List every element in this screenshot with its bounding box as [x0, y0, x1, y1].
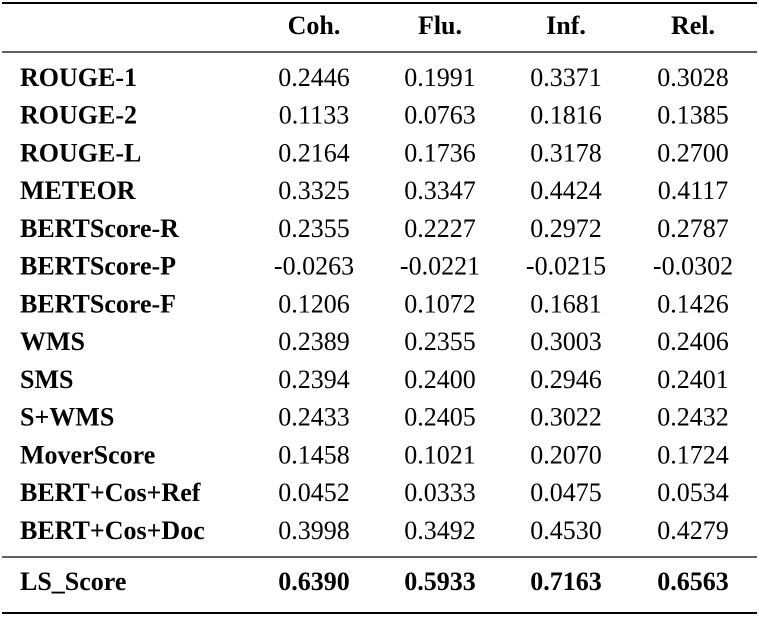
cell: 0.3028 — [657, 63, 729, 92]
row-label: ROUGE-L — [20, 138, 141, 167]
cell: 0.3371 — [530, 63, 602, 92]
cell: 0.2400 — [404, 365, 476, 394]
cell: 0.6563 — [657, 567, 729, 596]
cell: 0.2227 — [404, 214, 476, 243]
cell: 0.1133 — [279, 101, 350, 130]
cell: 0.2787 — [657, 214, 729, 243]
cell: 0.7163 — [530, 567, 602, 596]
cell: 0.2164 — [278, 138, 350, 167]
cell: 0.4117 — [658, 176, 729, 205]
cell: 0.3178 — [530, 138, 602, 167]
cell: 0.4279 — [657, 516, 729, 545]
cell: 0.2401 — [657, 365, 729, 394]
cell: 0.1681 — [530, 289, 602, 318]
row-label: S+WMS — [20, 403, 114, 432]
cell: 0.1736 — [404, 138, 476, 167]
row-label: LS_Score — [20, 567, 126, 596]
cell: 0.2394 — [278, 365, 350, 394]
column-header: Flu. — [418, 11, 462, 40]
cell: 0.2389 — [278, 327, 350, 356]
row-label: BERTScore-R — [20, 214, 179, 243]
cell: 0.2433 — [278, 403, 350, 432]
cell: 0.1816 — [530, 101, 602, 130]
cell: 0.3022 — [530, 403, 602, 432]
cell: 0.1426 — [657, 289, 729, 318]
cell: 0.0333 — [404, 478, 476, 507]
cell: 0.3998 — [278, 516, 350, 545]
row-label: SMS — [20, 365, 73, 394]
cell: 0.1724 — [657, 440, 729, 469]
cell: -0.0221 — [400, 252, 480, 281]
cell: 0.1072 — [404, 289, 476, 318]
row-label: BERTScore-P — [20, 252, 176, 281]
cell: 0.0452 — [278, 478, 350, 507]
row-label: ROUGE-2 — [20, 101, 137, 130]
cell: 0.6390 — [278, 567, 350, 596]
cell: 0.3492 — [404, 516, 476, 545]
cell: 0.3325 — [278, 176, 350, 205]
cell: 0.2406 — [657, 327, 729, 356]
cell: 0.2355 — [278, 214, 350, 243]
cell: 0.1385 — [657, 101, 729, 130]
row-label: ROUGE-1 — [20, 63, 137, 92]
cell: 0.2972 — [530, 214, 602, 243]
cell: 0.1991 — [404, 63, 476, 92]
cell: 0.1458 — [278, 440, 350, 469]
cell: 0.2946 — [530, 365, 602, 394]
cell: 0.2700 — [657, 138, 729, 167]
row-label: MoverScore — [20, 440, 155, 469]
cell: 0.0534 — [657, 478, 729, 507]
cell: -0.0215 — [526, 252, 606, 281]
cell: 0.0475 — [530, 478, 602, 507]
cell: 0.3003 — [530, 327, 602, 356]
cell: 0.2432 — [657, 403, 729, 432]
cell: 0.2405 — [404, 403, 476, 432]
row-label: METEOR — [20, 176, 136, 205]
row-label: BERT+Cos+Doc — [20, 516, 205, 545]
cell: 0.1206 — [278, 289, 350, 318]
row-label: BERTScore-F — [20, 289, 176, 318]
cell: -0.0302 — [653, 252, 733, 281]
column-header: Rel. — [671, 11, 715, 40]
cell: 0.2355 — [404, 327, 476, 356]
cell: 0.2446 — [278, 63, 350, 92]
cell: -0.0263 — [274, 252, 354, 281]
cell: 0.4424 — [530, 176, 602, 205]
row-label: BERT+Cos+Ref — [20, 478, 201, 507]
cell: 0.4530 — [530, 516, 602, 545]
row-label: WMS — [20, 327, 85, 356]
cell: 0.1021 — [404, 440, 476, 469]
cell: 0.2070 — [530, 440, 602, 469]
column-header: Inf. — [546, 11, 586, 40]
cell: 0.5933 — [404, 567, 476, 596]
cell: 0.0763 — [404, 101, 476, 130]
column-header: Coh. — [288, 11, 341, 40]
cell: 0.3347 — [404, 176, 476, 205]
